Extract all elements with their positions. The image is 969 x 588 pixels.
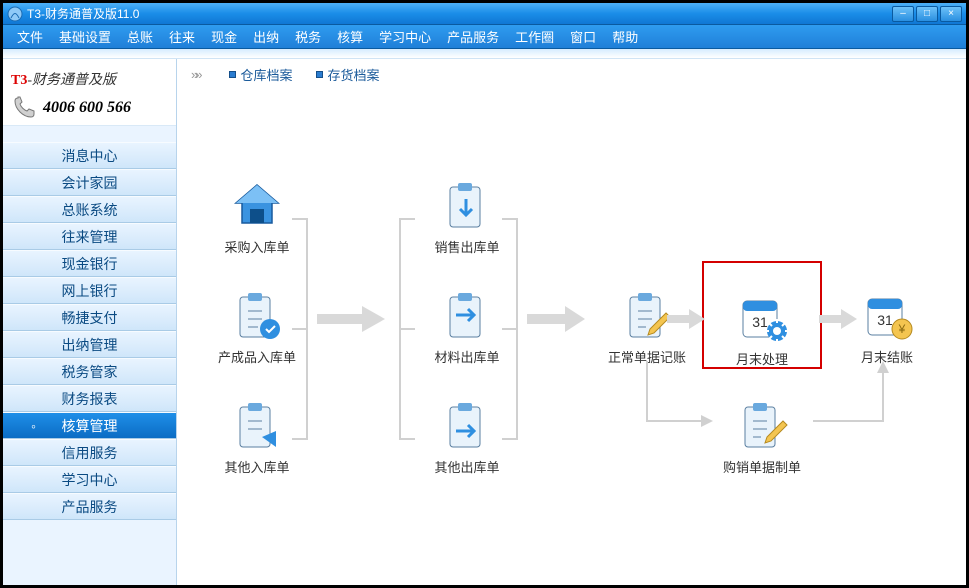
- arrow-icon: [317, 304, 387, 334]
- clipboard-share-icon: [230, 399, 284, 453]
- arrow-icon: [527, 304, 587, 334]
- main-toolbar: »» 仓库档案 存货档案: [177, 59, 966, 89]
- clipboard-in-icon: [230, 289, 284, 343]
- window-buttons: – □ ×: [892, 6, 962, 22]
- menu-往来[interactable]: 往来: [163, 25, 201, 48]
- sidebar-item-2[interactable]: 总账系统: [3, 196, 176, 223]
- sidebar-item-13[interactable]: 产品服务: [3, 493, 176, 520]
- main-area: »» 仓库档案 存货档案 采购入库单 产成品入库单 其他入库单: [177, 59, 966, 585]
- chevrons-icon: »»: [191, 67, 199, 82]
- sidebar-item-1[interactable]: 会计家园: [3, 169, 176, 196]
- sidebar-item-7[interactable]: 出纳管理: [3, 331, 176, 358]
- menu-帮助[interactable]: 帮助: [606, 25, 644, 48]
- calendar-gear-icon: 31: [735, 291, 789, 345]
- titlebar: T3-财务通普及版11.0 – □ ×: [3, 3, 966, 25]
- node-ymcl[interactable]: 31 月末处理: [702, 261, 822, 369]
- svg-text:¥: ¥: [898, 322, 906, 336]
- sidebar-item-6[interactable]: 畅捷支付: [3, 304, 176, 331]
- maximize-button[interactable]: □: [916, 6, 938, 22]
- brand-phone: 4006 600 566: [43, 99, 131, 117]
- svg-text:31: 31: [877, 312, 893, 328]
- clipboard-out-icon: [440, 179, 494, 233]
- menubar: 文件基础设置总账往来现金出纳税务核算学习中心产品服务工作圈窗口帮助: [3, 25, 966, 49]
- brand-logo: T3-财务通普及版: [11, 69, 168, 89]
- sidebar-item-4[interactable]: 现金银行: [3, 250, 176, 277]
- sidebar-item-9[interactable]: 财务报表: [3, 385, 176, 412]
- arrow-icon: [667, 307, 707, 331]
- sidebar-item-5[interactable]: 网上银行: [3, 277, 176, 304]
- calendar-coin-icon: 31 ¥: [860, 289, 914, 343]
- svg-text:31: 31: [752, 314, 768, 330]
- sidebar-item-10[interactable]: 核算管理: [3, 412, 176, 439]
- link-inventory[interactable]: 存货档案: [316, 65, 379, 84]
- clipboard-edit-icon: [620, 289, 674, 343]
- menu-总账[interactable]: 总账: [121, 25, 159, 48]
- menu-出纳[interactable]: 出纳: [247, 25, 285, 48]
- workflow-canvas: 采购入库单 产成品入库单 其他入库单 销售出库单 材料出库单: [177, 89, 966, 585]
- menu-文件[interactable]: 文件: [11, 25, 49, 48]
- subheader: [3, 49, 966, 59]
- square-icon: [316, 71, 323, 78]
- menu-基础设置[interactable]: 基础设置: [53, 25, 117, 48]
- connector: [645, 361, 725, 441]
- connector: [813, 361, 893, 441]
- sidebar-item-11[interactable]: 信用服务: [3, 439, 176, 466]
- menu-工作圈[interactable]: 工作圈: [509, 25, 560, 48]
- menu-核算[interactable]: 核算: [331, 25, 369, 48]
- phone-icon: [11, 95, 37, 121]
- menu-窗口[interactable]: 窗口: [564, 25, 602, 48]
- clipboard-out3-icon: [440, 399, 494, 453]
- connector: [385, 199, 415, 459]
- sidebar: T3-财务通普及版 4006 600 566 消息中心会计家园总账系统往来管理现…: [3, 59, 177, 585]
- app-icon: [7, 6, 23, 22]
- menu-现金[interactable]: 现金: [205, 25, 243, 48]
- sidebar-item-0[interactable]: 消息中心: [3, 142, 176, 169]
- clipboard-write-icon: [735, 399, 789, 453]
- close-button[interactable]: ×: [940, 6, 962, 22]
- menu-税务[interactable]: 税务: [289, 25, 327, 48]
- window-title: T3-财务通普及版11.0: [27, 5, 139, 22]
- menu-产品服务[interactable]: 产品服务: [441, 25, 505, 48]
- house-icon: [230, 179, 284, 233]
- brand-block: T3-财务通普及版 4006 600 566: [3, 59, 176, 126]
- minimize-button[interactable]: –: [892, 6, 914, 22]
- sidebar-list: 消息中心会计家园总账系统往来管理现金银行网上银行畅捷支付出纳管理税务管家财务报表…: [3, 126, 176, 585]
- menu-学习中心[interactable]: 学习中心: [373, 25, 437, 48]
- arrow-icon: [819, 307, 859, 331]
- clipboard-out2-icon: [440, 289, 494, 343]
- sidebar-item-3[interactable]: 往来管理: [3, 223, 176, 250]
- square-icon: [229, 71, 236, 78]
- link-warehouse[interactable]: 仓库档案: [229, 65, 292, 84]
- sidebar-item-12[interactable]: 学习中心: [3, 466, 176, 493]
- sidebar-item-8[interactable]: 税务管家: [3, 358, 176, 385]
